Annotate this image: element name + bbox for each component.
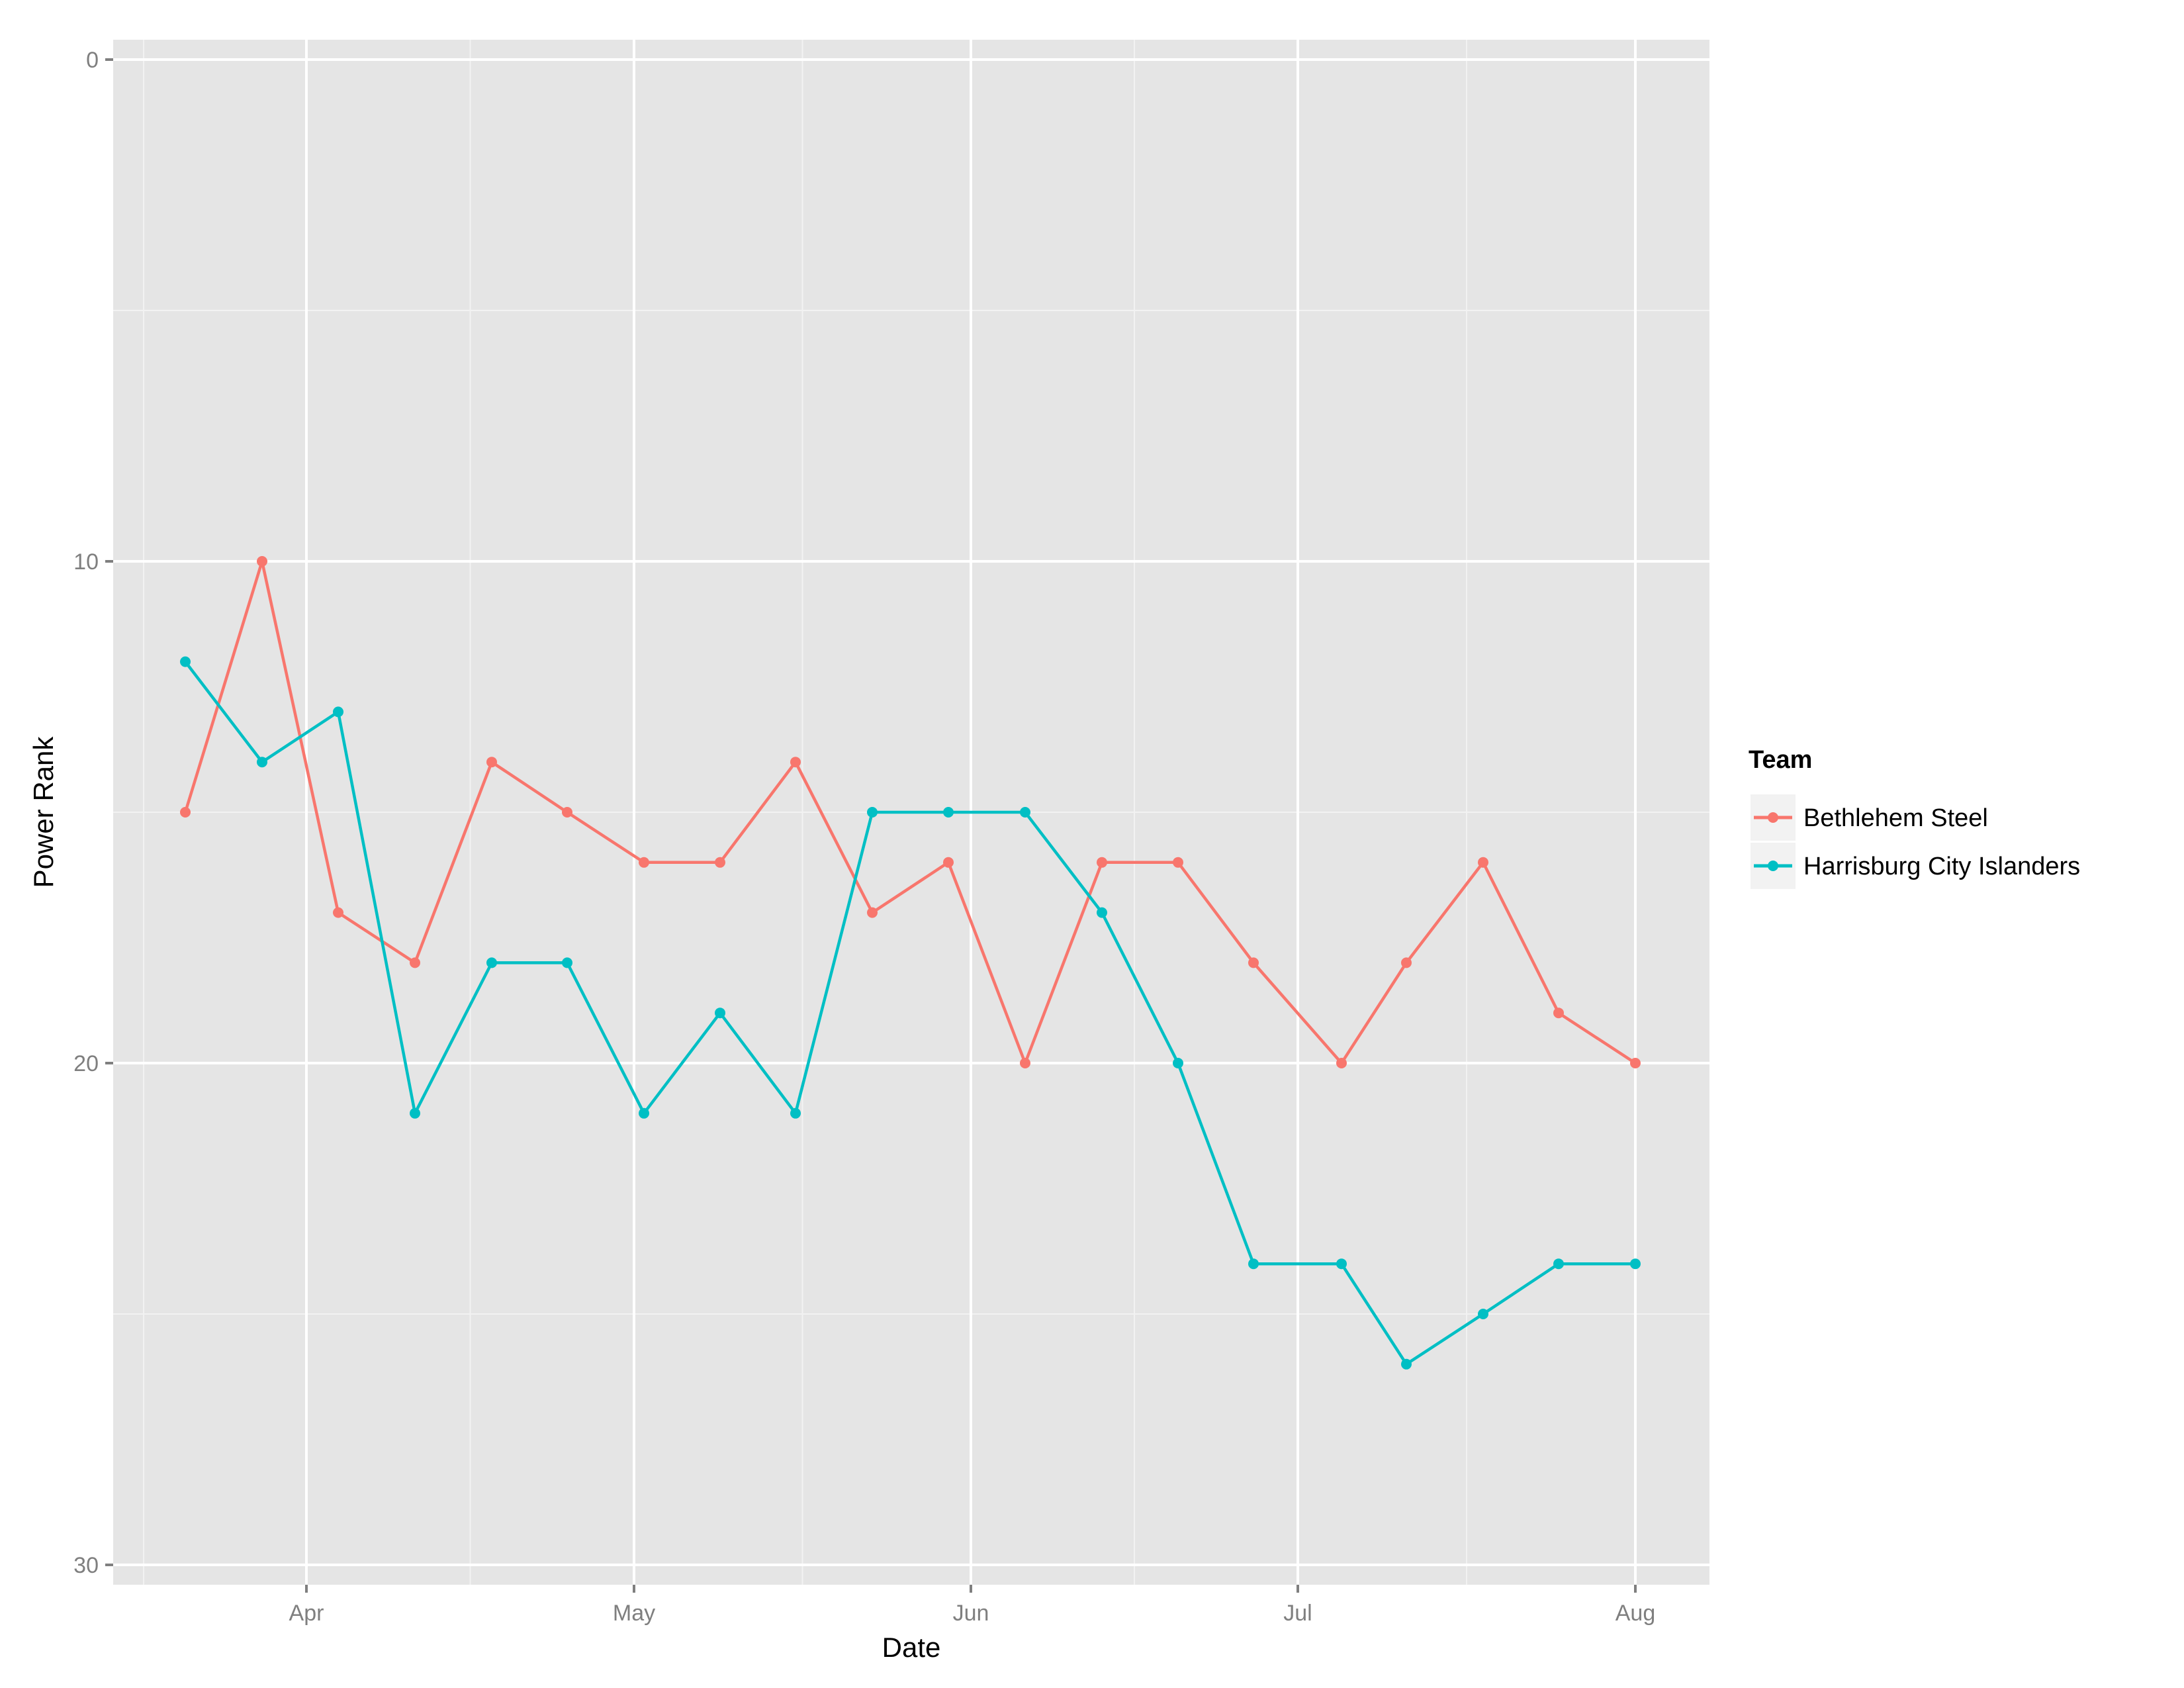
data-point — [1478, 857, 1488, 868]
data-point — [790, 757, 801, 768]
legend-item: Bethlehem Steel — [1751, 794, 1988, 841]
data-point — [1630, 1058, 1641, 1068]
data-point — [715, 857, 725, 868]
data-point — [943, 807, 954, 818]
data-point — [790, 1107, 801, 1119]
data-point — [1336, 1058, 1347, 1068]
data-point — [1553, 1258, 1564, 1270]
data-point — [1097, 907, 1107, 918]
x-tick-label: May — [613, 1601, 655, 1626]
data-point — [1478, 1309, 1488, 1319]
data-point — [867, 907, 878, 918]
data-point — [333, 706, 343, 718]
data-point — [180, 656, 191, 667]
y-tick-label: 10 — [73, 549, 99, 575]
data-point — [639, 1107, 649, 1119]
data-point — [639, 857, 649, 868]
data-point — [410, 957, 420, 968]
x-tick-label: Apr — [289, 1601, 324, 1626]
data-point — [562, 957, 572, 968]
y-tick-label: 30 — [73, 1553, 99, 1578]
data-point — [410, 1107, 420, 1119]
data-point — [1553, 1008, 1564, 1019]
data-point — [1020, 1058, 1030, 1068]
data-point — [486, 957, 497, 968]
data-point — [1173, 857, 1183, 868]
legend-title: Team — [1749, 746, 1812, 774]
y-axis: 0 10 20 30 — [73, 48, 113, 1578]
data-point — [1401, 957, 1412, 968]
data-point — [1248, 957, 1259, 968]
data-point — [1248, 1258, 1259, 1270]
data-point — [562, 807, 572, 818]
y-tick-label: 0 — [86, 48, 99, 73]
x-axis-title: Date — [882, 1632, 941, 1663]
y-tick-label: 20 — [73, 1051, 99, 1076]
data-point — [1020, 807, 1030, 818]
data-point — [1173, 1058, 1183, 1068]
data-point — [486, 757, 497, 768]
legend-item: Harrisburg City Islanders — [1751, 843, 2080, 889]
series-1 — [180, 656, 1641, 1370]
legend-label: Harrisburg City Islanders — [1803, 853, 2080, 880]
data-point — [1097, 857, 1107, 868]
y-axis-title: Power Rank — [28, 736, 59, 888]
data-point — [1630, 1258, 1641, 1270]
x-tick-label: Jul — [1283, 1601, 1312, 1626]
series-0 — [180, 556, 1641, 1068]
x-tick-label: Jun — [953, 1601, 989, 1626]
legend-label: Bethlehem Steel — [1803, 804, 1988, 832]
legend: Team Bethlehem Steel Harrisburg City Isla… — [1749, 746, 2080, 889]
data-point — [715, 1008, 725, 1019]
x-tick-label: Aug — [1615, 1601, 1656, 1626]
series-lines — [180, 556, 1641, 1370]
data-point — [867, 807, 878, 818]
data-point — [257, 556, 267, 567]
data-point — [333, 907, 343, 918]
x-axis: Apr May Jun Jul Aug — [289, 1585, 1656, 1626]
data-point — [1336, 1258, 1347, 1270]
data-point — [943, 857, 954, 868]
data-point — [1401, 1358, 1412, 1370]
data-point — [180, 807, 191, 818]
data-point — [257, 757, 267, 768]
